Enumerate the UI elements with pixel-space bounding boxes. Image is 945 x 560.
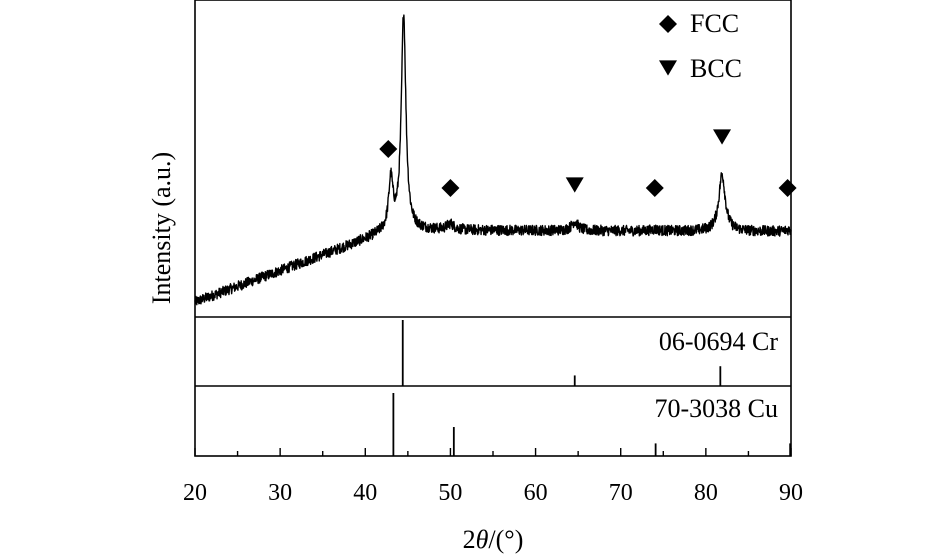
legend-diamond-icon [659,15,677,33]
reference-label-cu: 70-3038 Cu [655,394,779,423]
x-tick-label-40: 40 [353,480,377,506]
x-tick-label-60: 60 [524,480,548,506]
legend-symbols [659,15,677,76]
x-tick-label-30: 30 [268,480,292,506]
x-tick-label-70: 70 [609,480,633,506]
legend-triangle-down-icon [659,60,677,76]
y-axis-title: Intensity (a.u.) [147,152,176,304]
fcc-marker-4 [645,179,664,197]
xrd-pattern-line [194,14,792,306]
legend-label-bcc: BCC [690,54,742,83]
reference-label-cr: 06-0694 Cr [659,327,779,356]
reference-lines [392,320,792,456]
x-axis-title: 2θ/(°) [463,525,524,554]
x-axis-ticks [194,448,792,456]
x-tick-label-50: 50 [438,480,462,506]
phase-markers [379,129,797,197]
fcc-marker-6 [778,179,797,197]
x-axis-title-symbol: θ [476,525,489,554]
x-axis-title-prefix: 2 [463,525,476,554]
fcc-marker-0 [379,140,398,158]
x-tick-label-20: 20 [183,480,207,506]
x-axis-title-suffix: /(°) [488,525,523,554]
x-tick-label-80: 80 [694,480,718,506]
bcc-marker-5 [713,129,732,145]
x-tick-label-90: 90 [779,480,803,506]
legend-label-fcc: FCC [690,9,739,38]
fcc-marker-2 [441,179,460,197]
bcc-marker-3 [565,177,584,193]
legend: FCC BCC [659,9,742,83]
x-axis-tick-labels: 20 30 40 50 60 70 80 90 [183,480,803,506]
